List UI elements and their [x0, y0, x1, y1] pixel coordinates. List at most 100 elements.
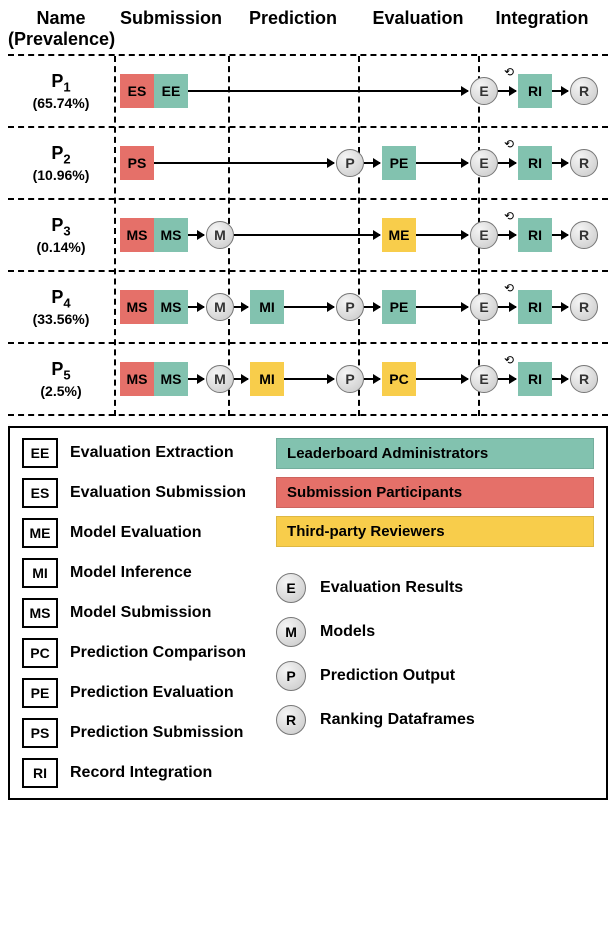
- arrow-icon: [552, 306, 568, 308]
- legend-abbr-box: RI: [22, 758, 58, 788]
- row-name: P3(0.14%): [8, 215, 114, 255]
- legend-role: Leaderboard Administrators: [276, 438, 594, 469]
- legend: EEEvaluation ExtractionESEvaluation Subm…: [8, 426, 608, 800]
- pipeline-prevalence: (0.14%): [8, 239, 114, 255]
- artifact-circle-ranking: R: [570, 365, 598, 393]
- arrow-icon: [364, 378, 380, 380]
- legend-abbr-row: PSPrediction Submission: [22, 718, 246, 748]
- arrow-icon: [552, 90, 568, 92]
- legend-abbr-label: Prediction Evaluation: [70, 684, 234, 702]
- refresh-icon: ⟲: [504, 281, 514, 295]
- legend-circle-label: Models: [320, 623, 375, 641]
- pipeline-lane: MSMSMMEE⟲RIR: [114, 199, 606, 271]
- pipeline-row: P2(10.96%)PSPPEE⟲RIR: [8, 128, 608, 200]
- arrow-icon: [188, 378, 204, 380]
- legend-abbr-box: PS: [22, 718, 58, 748]
- artifact-circle-eval-results: E: [470, 293, 498, 321]
- artifact-circle-ranking: R: [570, 149, 598, 177]
- stage-box-pe: PE: [382, 146, 416, 180]
- arrow-icon: [234, 234, 380, 236]
- legend-abbr-label: Prediction Comparison: [70, 644, 246, 662]
- pipeline-prevalence: (2.5%): [8, 383, 114, 399]
- legend-abbr-box: PE: [22, 678, 58, 708]
- arrow-icon: [498, 306, 516, 308]
- artifact-circle-pred-output: P: [336, 149, 364, 177]
- stage-box-me: ME: [382, 218, 416, 252]
- row-name: P1(65.74%): [8, 71, 114, 111]
- pipeline-lane: MSMSMMIPPEE⟲RIR: [114, 271, 606, 343]
- artifact-circle-eval-results: E: [470, 77, 498, 105]
- refresh-icon: ⟲: [504, 209, 514, 223]
- artifact-circle-pred-output: P: [336, 293, 364, 321]
- arrow-icon: [498, 378, 516, 380]
- artifact-circle-ranking: R: [570, 293, 598, 321]
- refresh-icon: ⟲: [504, 137, 514, 151]
- stage-box-es: ES: [120, 74, 154, 108]
- legend-abbr-box: MS: [22, 598, 58, 628]
- arrow-icon: [284, 306, 334, 308]
- pipeline-id: P2: [8, 143, 114, 167]
- arrow-icon: [416, 162, 468, 164]
- legend-abbr-column: EEEvaluation ExtractionESEvaluation Subm…: [22, 438, 246, 788]
- legend-abbr-label: Evaluation Extraction: [70, 444, 234, 462]
- legend-abbr-box: MI: [22, 558, 58, 588]
- legend-circle-label: Ranking Dataframes: [320, 711, 475, 729]
- pipeline-lane: PSPPEE⟲RIR: [114, 127, 606, 199]
- legend-abbr-label: Record Integration: [70, 764, 212, 782]
- col-prevalence-label: (Prevalence): [8, 29, 114, 50]
- legend-abbr-label: Model Evaluation: [70, 524, 202, 542]
- legend-abbr-row: RI Record Integration: [22, 758, 246, 788]
- legend-abbr-box: ME: [22, 518, 58, 548]
- stage-box-ms-teal: MS: [154, 218, 188, 252]
- legend-circle-icon: E: [276, 573, 306, 603]
- pipeline-row: P3(0.14%)MSMSMMEE⟲RIR: [8, 200, 608, 272]
- legend-abbr-label: Model Inference: [70, 564, 192, 582]
- stage-box-ri: RI: [518, 146, 552, 180]
- stage-box-ms-red: MS: [120, 218, 154, 252]
- arrow-icon: [188, 306, 204, 308]
- stage-box-ms-teal: MS: [154, 290, 188, 324]
- legend-circle-label: Prediction Output: [320, 667, 455, 685]
- legend-abbr-label: Model Submission: [70, 604, 211, 622]
- col-integration-label: Integration: [478, 8, 606, 50]
- pipeline-prevalence: (33.56%): [8, 311, 114, 327]
- legend-right-column: Leaderboard Administrators Submission Par…: [276, 438, 594, 788]
- arrow-icon: [364, 162, 380, 164]
- row-name: P4(33.56%): [8, 287, 114, 327]
- legend-role: Third-party Reviewers: [276, 516, 594, 547]
- legend-circle-row: EEvaluation Results: [276, 573, 594, 603]
- arrow-icon: [234, 378, 248, 380]
- arrow-icon: [188, 234, 204, 236]
- legend-role: Submission Participants: [276, 477, 594, 508]
- legend-abbr-row: MI Model Inference: [22, 558, 246, 588]
- stage-box-ri: RI: [518, 362, 552, 396]
- refresh-icon: ⟲: [504, 353, 514, 367]
- stage-box-mi: MI: [250, 362, 284, 396]
- arrow-icon: [498, 162, 516, 164]
- pipeline-row: P4(33.56%)MSMSMMIPPEE⟲RIR: [8, 272, 608, 344]
- stage-box-ms-teal: MS: [154, 362, 188, 396]
- legend-abbr-row: MS Model Submission: [22, 598, 246, 628]
- row-name: P5(2.5%): [8, 359, 114, 399]
- legend-abbr-row: PE Prediction Evaluation: [22, 678, 246, 708]
- legend-abbr-box: PC: [22, 638, 58, 668]
- arrow-icon: [498, 90, 516, 92]
- artifact-circle-ranking: R: [570, 77, 598, 105]
- col-prediction-label: Prediction: [228, 8, 358, 50]
- legend-circle-icon: P: [276, 661, 306, 691]
- pipeline-row: P1(65.74%)ESEEE⟲RIR: [8, 56, 608, 128]
- artifact-circle-eval-results: E: [470, 221, 498, 249]
- legend-circle-row: P Prediction Output: [276, 661, 594, 691]
- arrow-icon: [552, 378, 568, 380]
- arrow-icon: [364, 306, 380, 308]
- arrow-icon: [552, 162, 568, 164]
- arrow-icon: [416, 378, 468, 380]
- legend-circle-icon: R: [276, 705, 306, 735]
- artifact-circle-eval-results: E: [470, 365, 498, 393]
- legend-roles: Leaderboard Administrators Submission Par…: [276, 438, 594, 547]
- artifact-circle-pred-output: P: [336, 365, 364, 393]
- artifact-circle-model: M: [206, 365, 234, 393]
- rows-area: P1(65.74%)ESEEE⟲RIRP2(10.96%)PSPPEE⟲RIRP…: [8, 56, 608, 416]
- col-name: Name (Prevalence): [8, 8, 114, 50]
- col-name-label: Name: [8, 8, 114, 29]
